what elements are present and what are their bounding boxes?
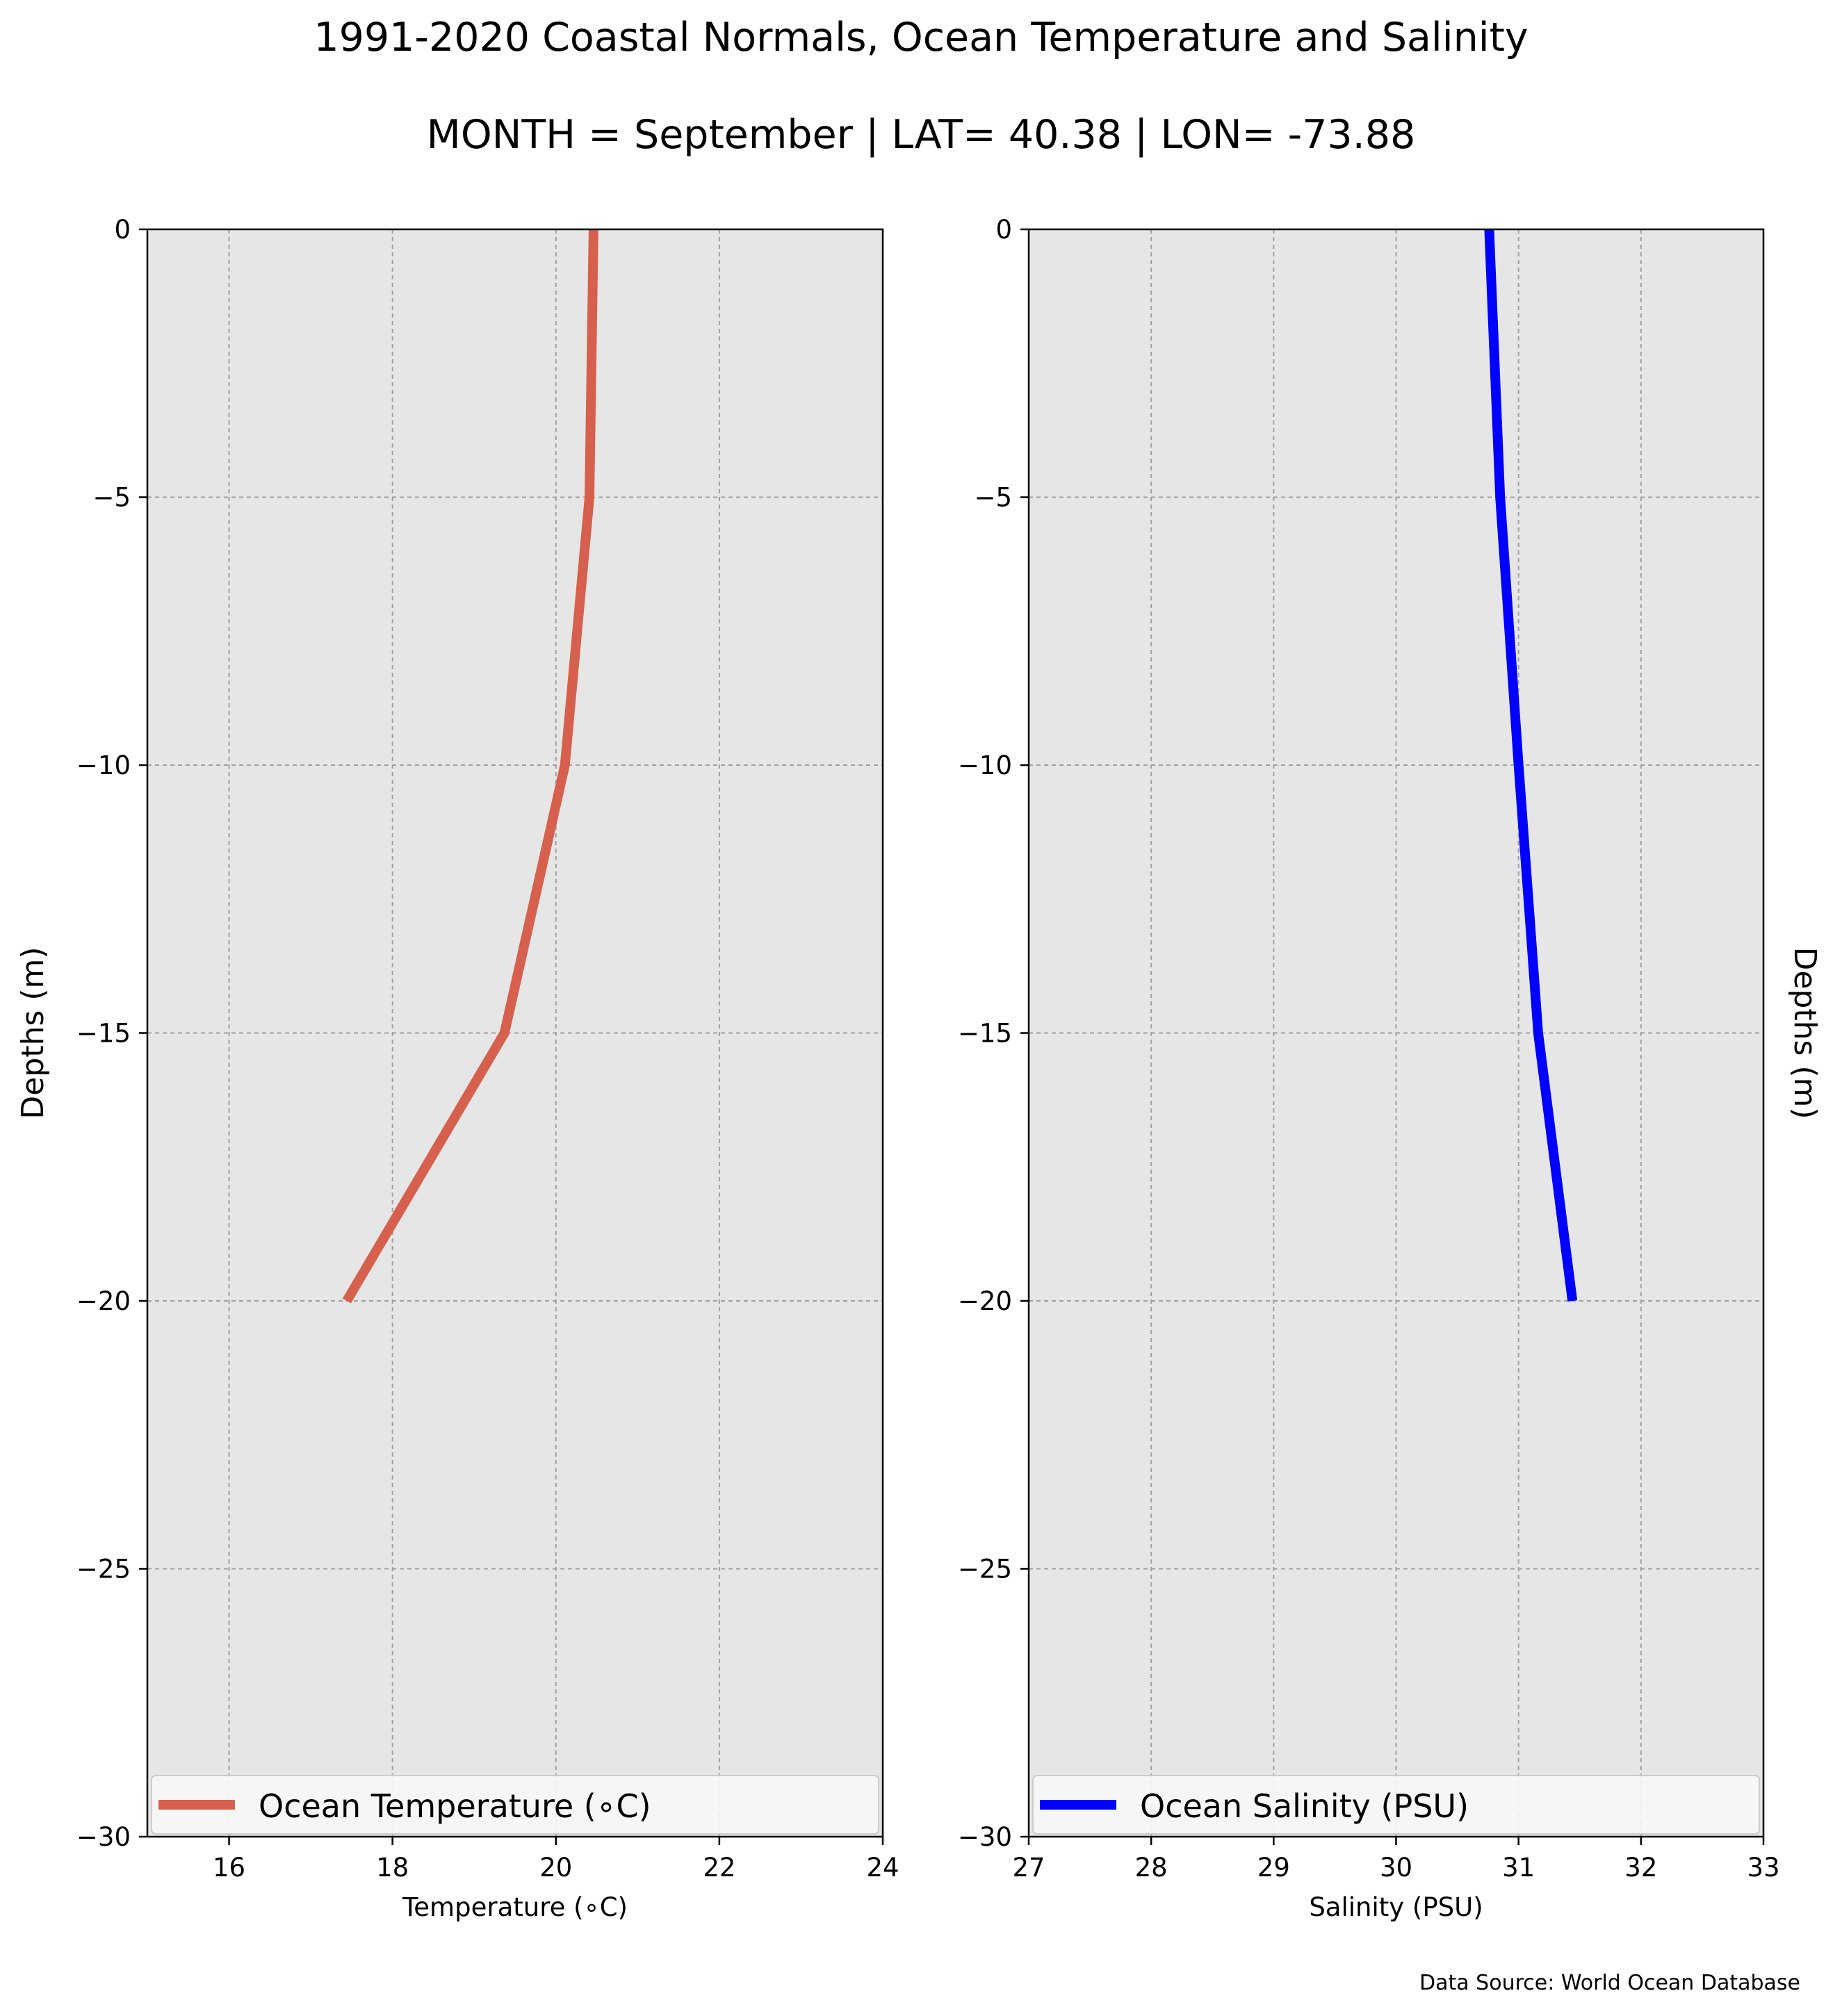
- legend-box: [1032, 1775, 1760, 1835]
- x-tick-label: 33: [1747, 1853, 1779, 1883]
- x-tick-label: 22: [703, 1853, 735, 1883]
- salinity-panel: Ocean Salinity (PSU) 27 28 29 30 31 32 33 0 −5 −10…: [958, 215, 1823, 1922]
- x-axis-label: Temperature (∘C): [402, 1892, 628, 1922]
- legend-box: [151, 1775, 879, 1835]
- series-line: [1484, 229, 1578, 1302]
- y-tick-label: −5: [974, 483, 1012, 513]
- figure-subtitle: MONTH = September | LAT= 40.38 | LON= -7…: [427, 112, 1416, 158]
- y-tick-label: −10: [958, 751, 1012, 780]
- x-tick-label: 16: [213, 1853, 245, 1883]
- y-tick-label: −30: [958, 1822, 1012, 1852]
- x-tick-label: 29: [1257, 1853, 1290, 1883]
- legend-label: Ocean Salinity (PSU): [1140, 1787, 1469, 1825]
- y-tick-label: −25: [958, 1555, 1012, 1584]
- data-source-note: Data Source: World Ocean Database: [1419, 1971, 1800, 1995]
- figure-title: 1991-2020 Coastal Normals, Ocean Tempera…: [313, 15, 1528, 60]
- y-tick-label: 0: [114, 215, 131, 245]
- y-tick-label: −15: [958, 1019, 1012, 1049]
- y-axis-label: Depths (m): [1787, 946, 1823, 1119]
- legend-label: Ocean Temperature (∘C): [259, 1787, 651, 1825]
- legend: Ocean Temperature (∘C): [151, 1775, 879, 1835]
- x-tick-label: 31: [1502, 1853, 1535, 1883]
- temperature-panel: Ocean Temperature (∘C) 16 18 20 22 24 0 −5 −10 −1…: [15, 215, 899, 1922]
- y-axis-label: Depths (m): [15, 946, 51, 1119]
- y-tick-label: 0: [995, 215, 1012, 245]
- y-tick-label: −25: [76, 1555, 131, 1584]
- y-tick-label: −10: [76, 751, 131, 780]
- y-tick-label: −5: [92, 483, 131, 513]
- y-tick-label: −20: [958, 1286, 1012, 1316]
- x-tick-label: 32: [1624, 1853, 1657, 1883]
- x-tick-label: 30: [1380, 1853, 1412, 1883]
- y-tick-label: −15: [76, 1019, 131, 1049]
- x-axis-label: Salinity (PSU): [1309, 1892, 1483, 1922]
- x-tick-label: 18: [376, 1853, 409, 1883]
- legend: Ocean Salinity (PSU): [1032, 1775, 1760, 1835]
- x-tick-label: 24: [866, 1853, 899, 1883]
- x-tick-label: 28: [1135, 1853, 1168, 1883]
- x-tick-label: 20: [539, 1853, 572, 1883]
- series-line: [342, 229, 598, 1304]
- y-tick-label: −20: [76, 1286, 131, 1316]
- x-tick-label: 27: [1012, 1853, 1045, 1883]
- y-tick-label: −30: [76, 1822, 131, 1852]
